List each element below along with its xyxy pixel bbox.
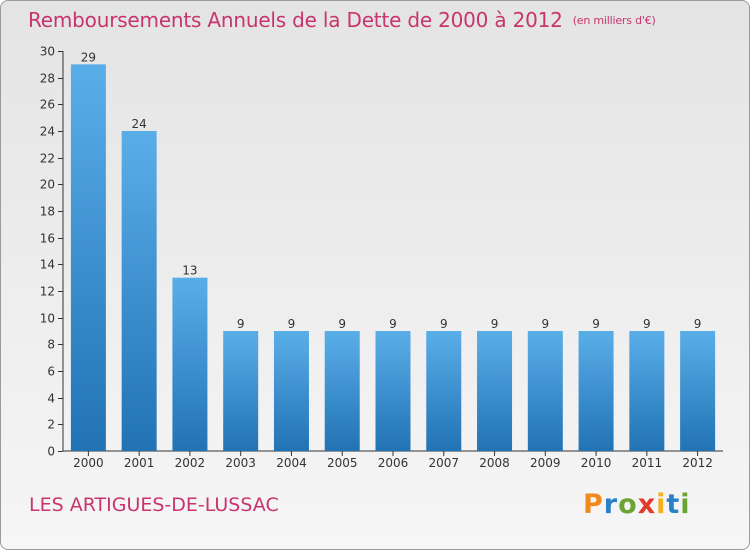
logo-letter: i — [680, 489, 691, 520]
y-tick-label: 2 — [47, 418, 55, 432]
x-tick-label-2011: 2011 — [632, 456, 663, 470]
chart-title: Remboursements Annuels de la Dette de 20… — [28, 8, 656, 32]
x-tick-label-2005: 2005 — [327, 456, 358, 470]
value-label-2004: 9 — [288, 317, 296, 331]
y-tick-label: 26 — [40, 98, 55, 112]
value-label-2005: 9 — [338, 317, 346, 331]
bar-2011 — [629, 331, 665, 451]
value-label-2001: 24 — [132, 117, 147, 131]
value-label-2007: 9 — [440, 317, 448, 331]
bar-2000 — [70, 64, 106, 452]
bar-2009 — [527, 331, 563, 451]
bar-2003 — [223, 331, 259, 451]
logo-letter: r — [603, 489, 619, 520]
x-tick-label-2006: 2006 — [378, 456, 409, 470]
x-tick-label-2010: 2010 — [581, 456, 612, 470]
value-label-2009: 9 — [541, 317, 549, 331]
x-tick-label-2004: 2004 — [276, 456, 307, 470]
value-label-2010: 9 — [592, 317, 600, 331]
y-tick-label: 6 — [47, 365, 55, 379]
x-tick-label-2001: 2001 — [124, 456, 155, 470]
value-label-2003: 9 — [237, 317, 245, 331]
bars: 29 24 13 9 9 9 9 9 9 9 9 9 9 — [70, 50, 716, 452]
x-tick-label-2008: 2008 — [479, 456, 510, 470]
logo-letter: x — [637, 489, 657, 520]
y-tick-label: 12 — [40, 285, 55, 299]
commune-name: LES ARTIGUES-DE-LUSSAC — [29, 494, 279, 516]
y-tick-label: 10 — [40, 312, 55, 326]
bar-2007 — [426, 331, 462, 451]
x-tick-label-2007: 2007 — [428, 456, 459, 470]
x-tick-label-2009: 2009 — [530, 456, 561, 470]
value-label-2000: 29 — [81, 50, 96, 64]
x-tick-label-2002: 2002 — [175, 456, 206, 470]
bar-2006 — [375, 331, 411, 451]
value-label-2006: 9 — [389, 317, 397, 331]
y-tick-label: 4 — [47, 392, 55, 406]
y-tick-label: 16 — [40, 232, 55, 246]
x-tick-label-2012: 2012 — [682, 456, 713, 470]
bar-2005 — [324, 331, 360, 451]
value-label-2002: 13 — [182, 264, 197, 278]
bar-2012 — [680, 331, 716, 451]
y-tick-label: 14 — [40, 258, 55, 272]
bar-2004 — [273, 331, 309, 451]
logo-letter: P — [583, 489, 604, 520]
y-tick-label: 24 — [40, 125, 55, 139]
x-tick-label-2003: 2003 — [225, 456, 256, 470]
y-tick-label: 18 — [40, 205, 55, 219]
logo-letter: i — [656, 489, 667, 520]
bar-2001 — [121, 131, 157, 451]
y-tick-label: 28 — [40, 72, 55, 86]
y-tick-label: 0 — [47, 445, 55, 459]
proxiti-logo: Proxiti — [583, 489, 691, 520]
logo-letter: t — [666, 489, 681, 520]
y-tick-label: 30 — [40, 45, 55, 59]
bar-2010 — [578, 331, 614, 451]
chart-unit-label: (en milliers d'€) — [572, 14, 656, 27]
y-tick-label: 20 — [40, 178, 55, 192]
bar-2002 — [172, 277, 208, 451]
bar-2008 — [477, 331, 513, 451]
value-label-2008: 9 — [491, 317, 499, 331]
value-label-2011: 9 — [643, 317, 651, 331]
y-tick-label: 8 — [47, 338, 55, 352]
x-tick-label-2000: 2000 — [73, 456, 104, 470]
y-tick-label: 22 — [40, 152, 55, 166]
value-label-2012: 9 — [694, 317, 702, 331]
chart-title-text: Remboursements Annuels de la Dette de 20… — [28, 8, 563, 32]
logo-letter: o — [618, 489, 638, 520]
